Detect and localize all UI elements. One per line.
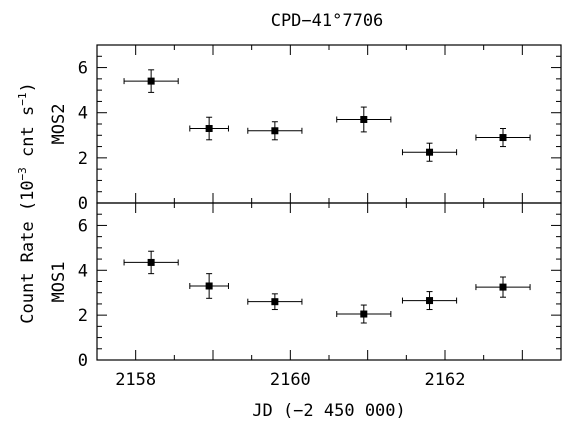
point-marker	[360, 115, 368, 123]
panel-mos1: 0 2 4 6 MOS1	[49, 202, 562, 371]
panel-mos2-points	[123, 69, 531, 162]
data-point	[247, 121, 303, 141]
data-point	[401, 142, 458, 162]
data-point	[247, 293, 303, 311]
point-marker	[426, 297, 434, 305]
y-tick-label: 2	[78, 149, 88, 169]
data-point	[336, 106, 392, 133]
point-marker	[499, 283, 507, 291]
y-axis-label-exp2: −1	[16, 93, 29, 106]
y-tick-label: 6	[78, 59, 88, 79]
x-tick-label: 2162	[425, 370, 466, 390]
data-point	[401, 291, 458, 311]
panel-mos2-frame	[96, 44, 562, 204]
data-point	[475, 128, 531, 148]
panel-mos1-points	[123, 250, 531, 324]
data-point	[189, 116, 229, 141]
data-point	[336, 304, 392, 324]
panel-mos1-label: MOS1	[49, 262, 69, 303]
x-tick-label: 2158	[115, 370, 156, 390]
point-marker	[360, 310, 368, 318]
chart-title: CPD−41°7706	[271, 11, 384, 31]
panel-mos1-x-ticks	[96, 203, 562, 360]
y-axis-label-main: Count Rate (10	[18, 180, 38, 323]
panel-mos1-frame	[96, 202, 562, 361]
point-marker	[205, 125, 213, 133]
y-tick-label: 4	[78, 261, 88, 281]
x-tick-labels: 2158 2160 2162	[115, 370, 465, 390]
point-marker	[147, 77, 155, 85]
x-axis-label: JD (−2 450 000)	[252, 401, 406, 421]
point-marker	[426, 148, 434, 156]
y-axis-label-mid: cnt s	[18, 106, 38, 167]
point-marker	[271, 298, 279, 306]
y-tick-label: 2	[78, 306, 88, 326]
panel-mos2: 0 2 4 6 MOS2	[49, 44, 562, 214]
point-marker	[147, 258, 155, 266]
point-marker	[205, 282, 213, 290]
y-tick-label: 4	[78, 104, 88, 124]
point-marker	[271, 127, 279, 135]
point-marker	[499, 134, 507, 142]
data-point	[123, 69, 179, 93]
data-point	[475, 276, 531, 298]
y-tick-label: 0	[78, 351, 88, 371]
x-tick-label: 2160	[270, 370, 311, 390]
panel-mos2-x-ticks	[96, 45, 562, 203]
panel-mos1-y-ticks: 0 2 4 6	[78, 202, 561, 371]
panel-mos2-y-ticks: 0 2 4 6	[78, 44, 561, 214]
data-point	[189, 273, 229, 299]
y-axis-label-exp1: −3	[16, 167, 29, 180]
y-axis-label: Count Rate (10−3 cnt s−1)	[16, 82, 38, 323]
y-tick-label: 6	[78, 216, 88, 236]
panel-mos2-label: MOS2	[49, 104, 69, 145]
y-tick-label: 0	[78, 194, 88, 214]
y-axis-label-end: )	[18, 82, 38, 92]
data-point	[123, 250, 179, 275]
